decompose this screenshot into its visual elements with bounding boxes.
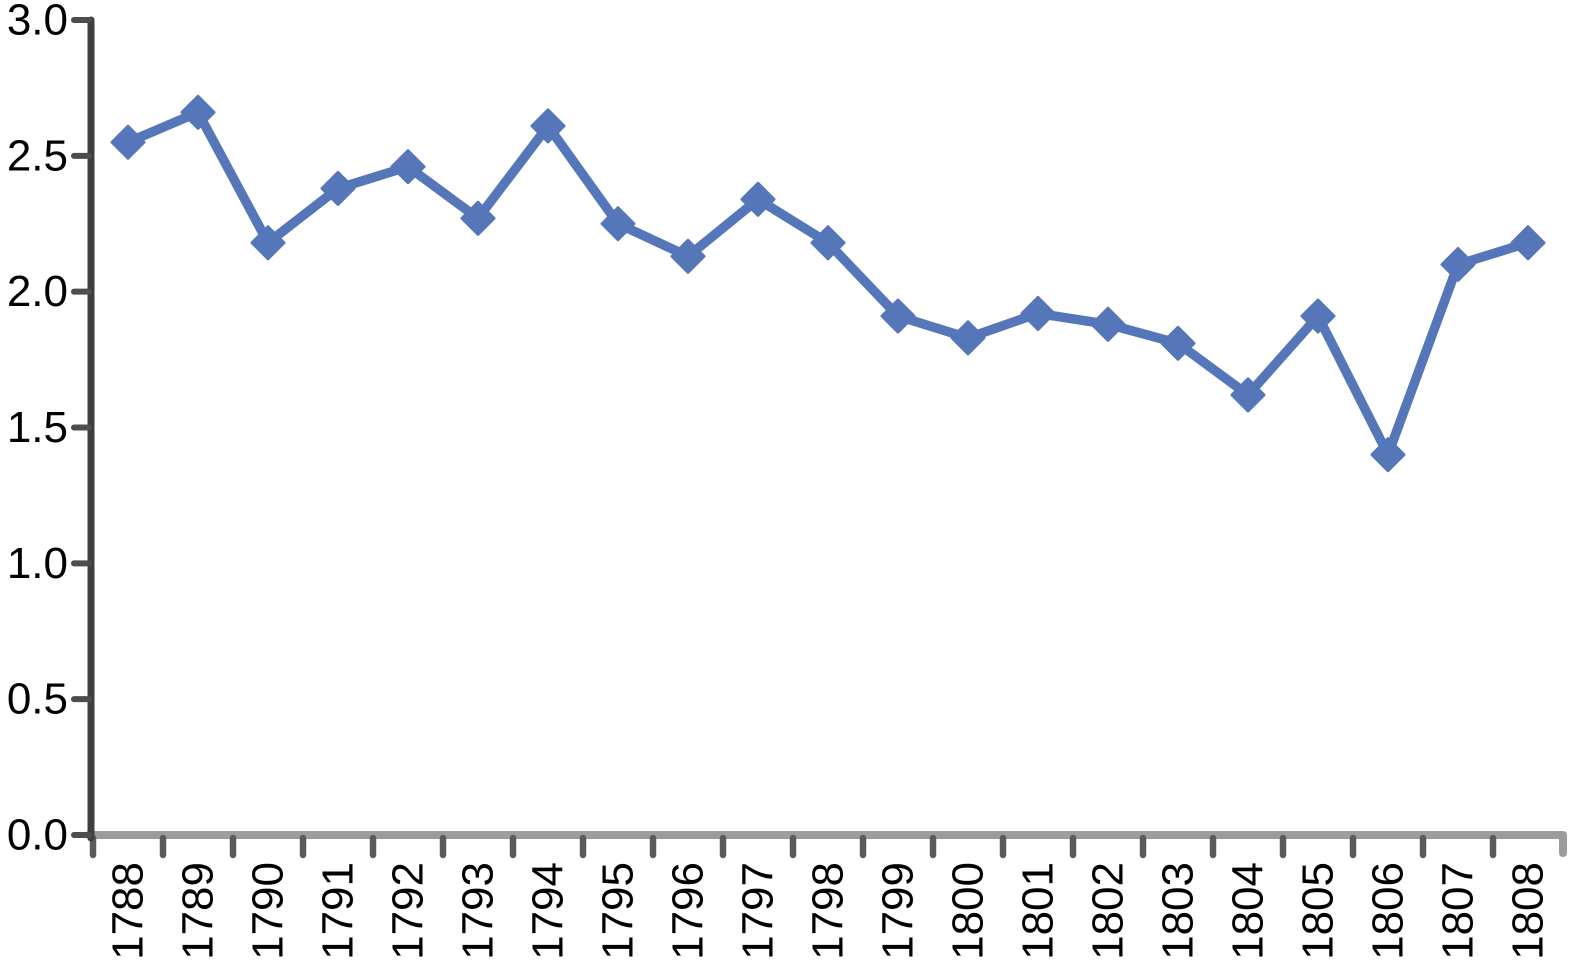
data-point-marker	[880, 298, 916, 334]
data-point-marker	[180, 94, 216, 130]
x-tick-label: 1793	[454, 862, 503, 960]
x-tick-label: 1796	[664, 862, 713, 960]
x-tick-label: 1805	[1294, 862, 1343, 960]
data-point-marker	[600, 206, 636, 242]
data-point-marker	[810, 225, 846, 261]
y-tick-label: 2.5	[7, 131, 68, 180]
data-point-marker	[1160, 325, 1196, 361]
x-tick-label: 1790	[244, 862, 293, 960]
data-point-marker	[1370, 437, 1406, 473]
x-tick-label: 1794	[524, 862, 573, 960]
x-tick-label: 1806	[1364, 862, 1413, 960]
data-point-marker	[1230, 377, 1266, 413]
y-tick-label: 3.0	[7, 0, 68, 45]
x-tick-label: 1808	[1504, 862, 1553, 960]
data-point-marker	[460, 200, 496, 236]
x-tick-label: 1799	[874, 862, 923, 960]
y-tick-label: 1.5	[7, 403, 68, 452]
x-tick-label: 1804	[1224, 862, 1273, 960]
data-point-marker	[740, 181, 776, 217]
x-tick-label: 1795	[594, 862, 643, 960]
x-tick-label: 1800	[944, 862, 993, 960]
x-tick-label: 1788	[104, 862, 153, 960]
data-point-marker	[1510, 225, 1546, 261]
x-tick-label: 1801	[1014, 862, 1063, 960]
y-tick-label: 0.0	[7, 811, 68, 860]
data-point-marker	[670, 238, 706, 274]
x-tick-label: 1803	[1154, 862, 1203, 960]
x-axis-line	[85, 831, 1567, 857]
data-point-marker	[530, 108, 566, 144]
data-point-marker	[1440, 247, 1476, 282]
x-tick-label: 1807	[1434, 862, 1483, 960]
data-point-marker	[950, 320, 986, 356]
data-point-marker	[1300, 298, 1336, 334]
y-tick-label: 2.0	[7, 267, 68, 316]
data-point-marker	[250, 225, 286, 261]
series-line	[123, 107, 1533, 460]
data-point-marker	[390, 149, 426, 185]
x-tick-label: 1792	[384, 862, 433, 960]
y-tick-label: 0.5	[7, 675, 68, 724]
x-tick-label: 1791	[314, 862, 363, 960]
y-tick-label: 1.0	[7, 539, 68, 588]
x-tick-label: 1789	[174, 862, 223, 960]
x-tick-label: 1797	[734, 862, 783, 960]
data-point-marker	[320, 170, 356, 206]
data-point-marker	[1020, 295, 1056, 331]
data-point-marker	[110, 124, 146, 160]
x-tick-label: 1802	[1084, 862, 1133, 960]
data-point-marker	[1090, 306, 1126, 342]
x-tick-label: 1798	[804, 862, 853, 960]
